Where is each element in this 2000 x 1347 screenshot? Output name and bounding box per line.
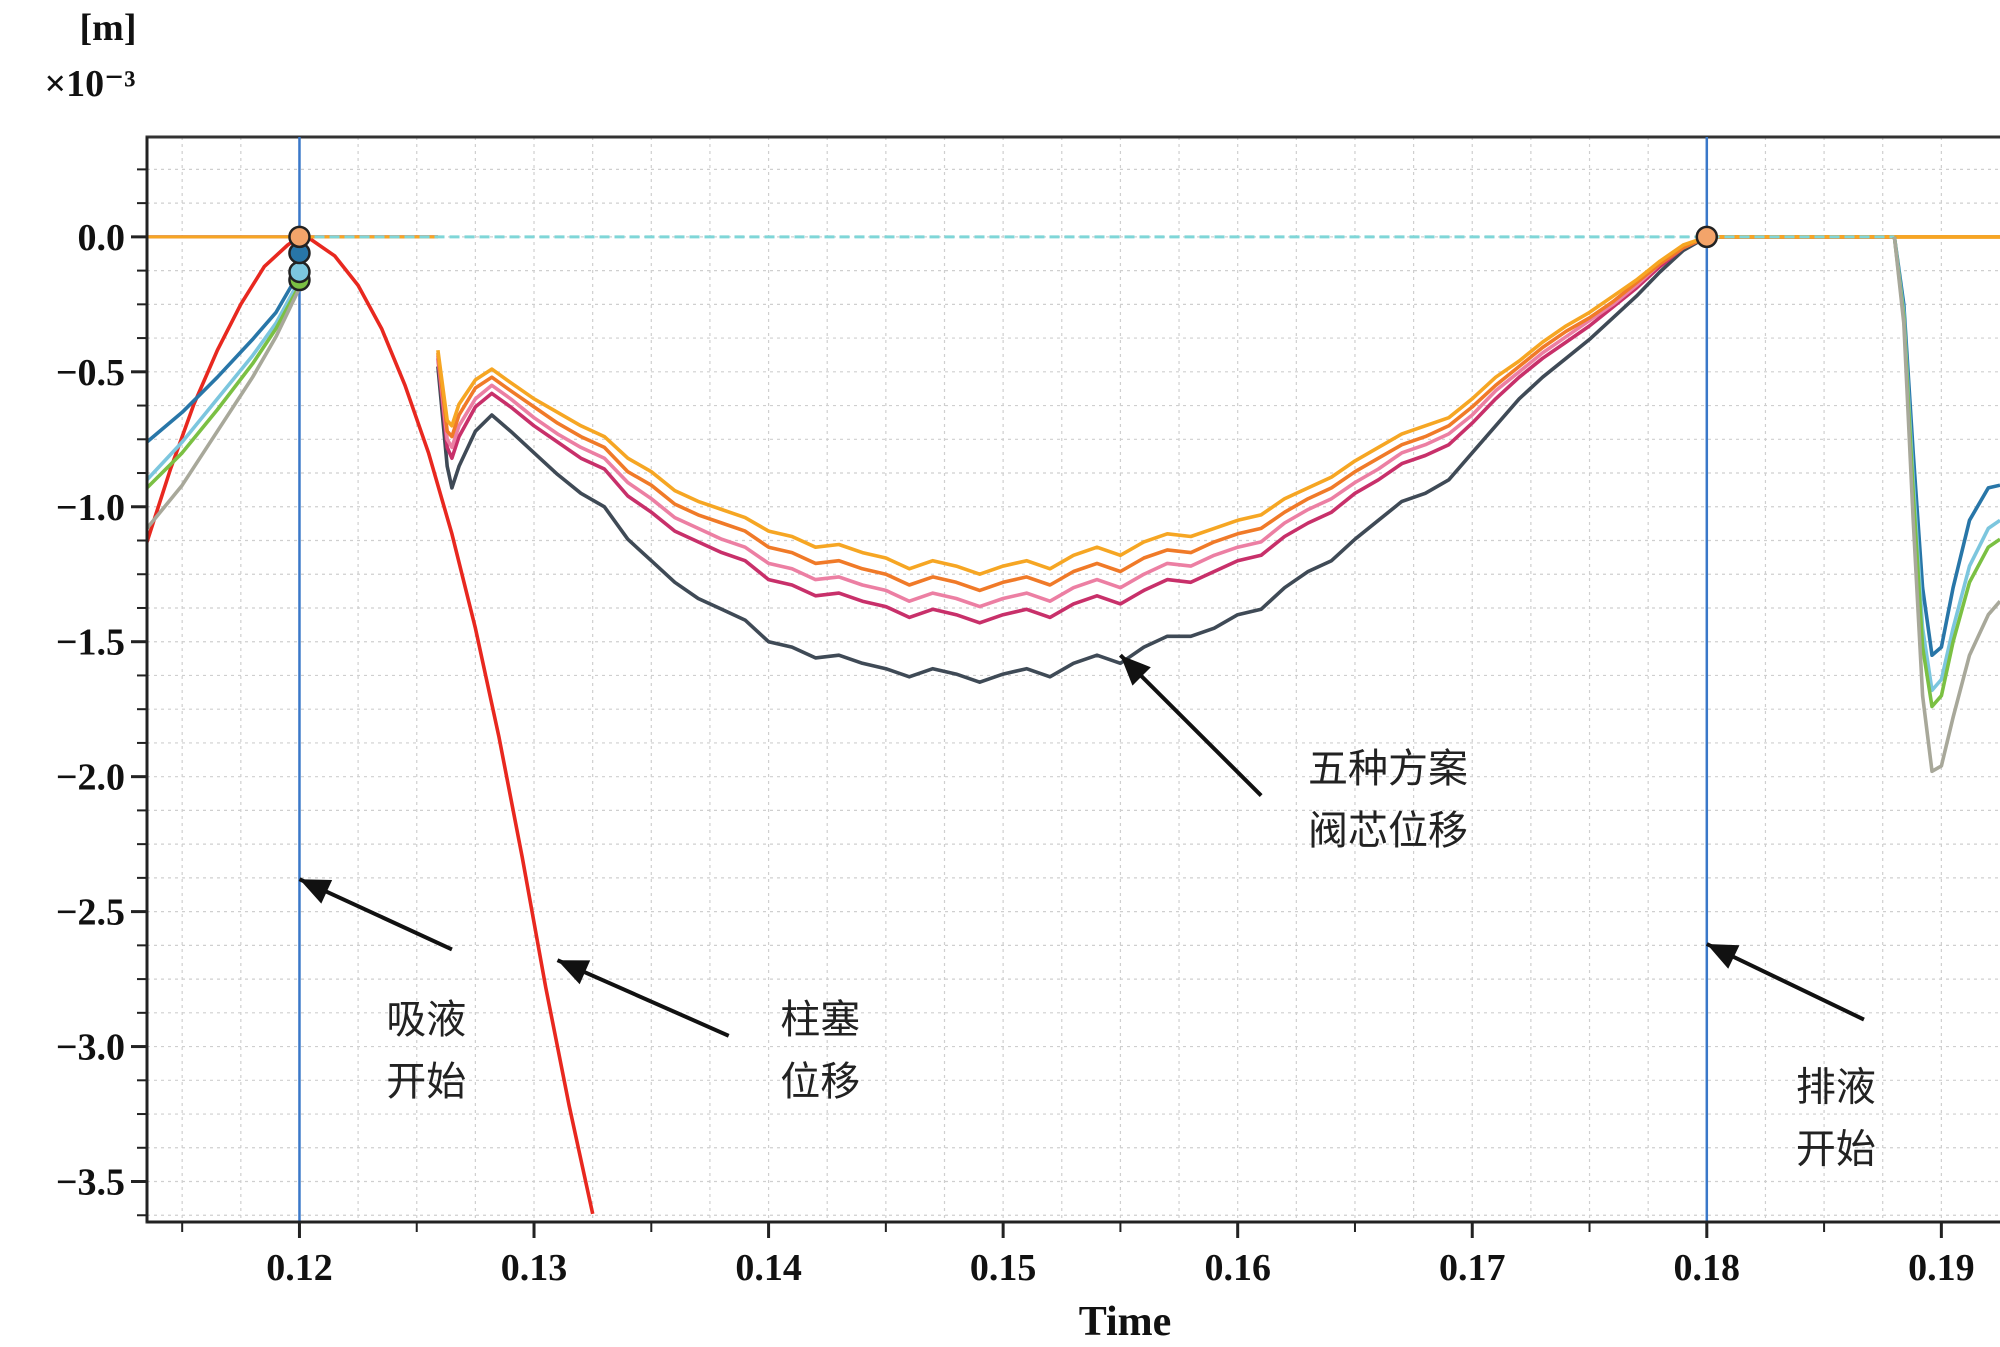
- series-line-valve-yellow: [436, 235, 2000, 576]
- x-tick-label: 0.13: [501, 1247, 568, 1289]
- discharge-start-label: 开始: [1796, 1127, 1876, 1173]
- series-line-valve-dark: [436, 235, 1895, 684]
- plunger-displacement-label: 位移: [780, 1059, 860, 1105]
- y-tick-label: −3.5: [56, 1162, 125, 1204]
- plunger-displacement-arrow-shaft: [556, 958, 730, 1038]
- x-tick-label: 0.17: [1439, 1247, 1506, 1289]
- y-axis-scale: ×10⁻³: [44, 63, 135, 105]
- series-line-valve-orange: [436, 235, 2000, 593]
- suction-start-arrow-head: [299, 879, 333, 904]
- x-tick-label: 0.14: [735, 1247, 802, 1289]
- x-tick-label: 0.18: [1674, 1247, 1741, 1289]
- series-line-start-blue: [147, 271, 302, 444]
- data-marker: [288, 225, 311, 249]
- x-tick-label: 0.16: [1204, 1247, 1271, 1289]
- discharge-start-arrow-head: [1706, 944, 1740, 969]
- y-tick-label: −1.0: [56, 487, 125, 529]
- plunger-displacement-label: 柱塞: [780, 997, 860, 1043]
- suction-start-label: 开始: [386, 1059, 466, 1105]
- plunger-displacement-arrow-head: [557, 960, 591, 985]
- suction-start-label: 吸液: [386, 997, 466, 1043]
- valve-displacement-arrow-shaft: [1118, 653, 1263, 797]
- series-line-plunger: [147, 235, 595, 1215]
- series-line-start-gray: [147, 287, 302, 530]
- data-marker: [288, 260, 311, 284]
- series-line-valve-pink: [436, 235, 1895, 609]
- grid: [147, 137, 2000, 1222]
- x-tick-label: 0.19: [1908, 1247, 1975, 1289]
- y-tick-label: −2.0: [56, 757, 125, 799]
- y-axis-unit: [m]: [80, 7, 137, 49]
- y-tick-label: 0.0: [78, 217, 126, 259]
- y-tick-label: −1.5: [56, 622, 125, 664]
- series-layer: [147, 137, 2000, 1222]
- series-line-start-lightblue: [147, 279, 302, 482]
- series-line-valve-magenta: [436, 235, 1895, 625]
- axes: 0.0 −0.5 −1.0 −1.5 −2.0 −2.5 −3.0 −3.5 0.12 0.13 0…: [56, 137, 2000, 1289]
- y-tick-label: −3.0: [56, 1027, 125, 1069]
- valve-displacement-label: 五种方案: [1308, 746, 1468, 792]
- data-marker: [1695, 225, 1719, 249]
- marker-layer: [288, 225, 1719, 292]
- series-line-end-gray: [1892, 236, 2000, 774]
- x-axis-title: Time: [1079, 1299, 1172, 1345]
- valve-displacement-arrow-head: [1120, 655, 1151, 686]
- discharge-start-label: 排液: [1796, 1065, 1876, 1111]
- x-tick-label: 0.15: [970, 1247, 1037, 1289]
- x-tick-label: 0.12: [266, 1247, 333, 1289]
- y-tick-label: −0.5: [56, 352, 125, 394]
- series-line-start-green: [147, 284, 302, 490]
- y-tick-label: −2.5: [56, 892, 125, 934]
- valve-displacement-label: 阀芯位移: [1308, 808, 1468, 854]
